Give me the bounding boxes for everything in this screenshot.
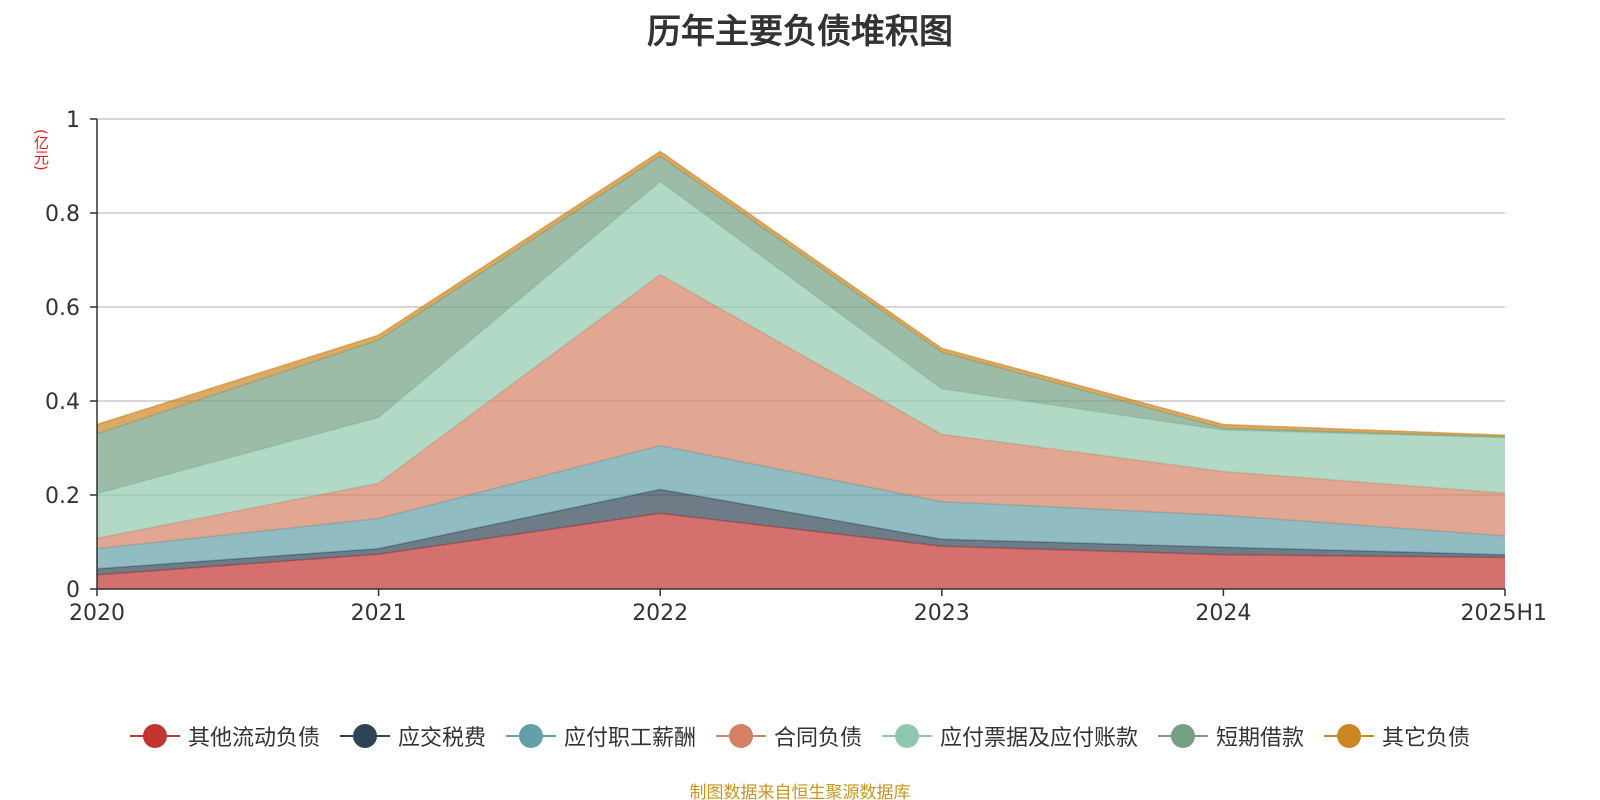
x-tick-label: 2022	[632, 601, 688, 626]
y-tick-label: 0	[66, 578, 80, 603]
legend-label: 应付职工薪酬	[563, 726, 696, 751]
chart-title: 历年主要负债堆积图	[647, 12, 953, 52]
legend-item-6[interactable]: 短期借款	[1158, 720, 1304, 752]
legend-dot	[728, 724, 753, 748]
legend-marker	[1158, 724, 1209, 748]
x-tick-label: 2025H1	[1460, 601, 1547, 626]
legend-marker	[882, 724, 932, 748]
legend-item-2[interactable]: 应交税费	[339, 720, 486, 752]
legend: 其他流动负债 应交税费 应付职工薪酬 合同负债 应付票据及应付账款 短期借款 其它负债	[0, 718, 1600, 754]
legend-dot	[1337, 724, 1362, 748]
y-tick-label: 0.2	[45, 484, 80, 509]
series-areas	[96, 150, 1506, 589]
legend-dot	[895, 724, 919, 748]
y-tick-label: 0.6	[45, 296, 80, 321]
y-axis-unit-label: (亿元)	[32, 129, 50, 171]
y-tick-label: 1	[66, 108, 80, 133]
data-source-note: 制图数据来自恒生聚源数据库	[689, 783, 911, 800]
legend-label: 其它负债	[1382, 726, 1471, 751]
legend-dot	[352, 724, 377, 748]
legend-item-7[interactable]: 其它负债	[1324, 720, 1470, 752]
legend-dot	[1171, 724, 1196, 748]
legend-marker	[129, 724, 180, 748]
legend-item-1[interactable]: 其他流动负债	[129, 720, 320, 752]
area-series-3	[97, 445, 1505, 569]
area-series-4	[97, 274, 1505, 549]
legend-marker	[1324, 724, 1375, 748]
area-series-5	[97, 181, 1505, 539]
x-tick-label: 2024	[1195, 601, 1251, 626]
x-tick-label: 2020	[69, 601, 125, 626]
legend-label: 合同负债	[773, 726, 862, 751]
legend-dot	[518, 724, 543, 748]
legend-label: 短期借款	[1216, 726, 1305, 751]
y-tick-label: 0.4	[45, 390, 80, 415]
axes: 0 0.2 0.4 0.6 0.8 1 2020 2021 2022 2023 2024 2025H1	[45, 108, 1547, 626]
legend-item-3[interactable]: 应付职工薪酬	[505, 720, 696, 752]
area-top-line-7	[96, 150, 1506, 437]
legend-marker	[339, 724, 390, 748]
stacked-area-chart: 0 0.2 0.4 0.6 0.8 1 2020 2021 2022 2023 2024 2025H1	[45, 108, 1547, 626]
y-tick-label: 0.8	[45, 202, 80, 227]
legend-dot	[142, 724, 167, 748]
legend-item-5[interactable]: 应付票据及应付账款	[882, 720, 1138, 752]
legend-label: 应付票据及应付账款	[940, 726, 1139, 751]
legend-label: 其他流动负债	[187, 726, 320, 751]
legend-marker	[715, 724, 766, 748]
x-tick-label: 2023	[914, 601, 970, 626]
legend-marker	[505, 724, 556, 748]
legend-label: 应交税费	[397, 726, 486, 751]
legend-item-4[interactable]: 合同负债	[715, 720, 862, 752]
x-tick-label: 2021	[351, 601, 407, 626]
area-series-1	[97, 513, 1505, 589]
